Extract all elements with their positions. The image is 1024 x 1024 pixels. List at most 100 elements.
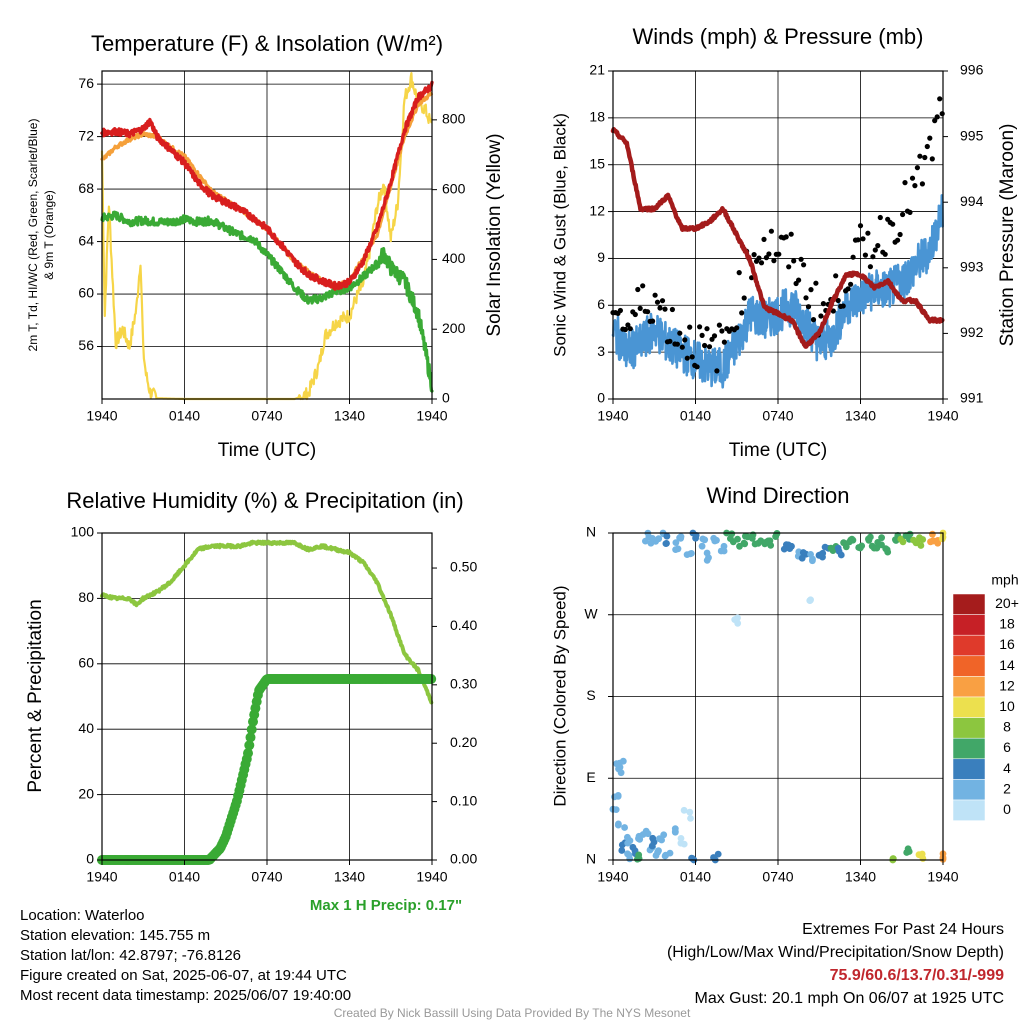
precip-point <box>243 748 253 759</box>
y2-tick-label: 0.40 <box>450 617 477 633</box>
max-precip-label: Max 1 H Precip: 0.17" <box>310 897 462 914</box>
gust-point <box>912 183 918 189</box>
temperature-right-label: Solar Insolation (Yellow) <box>484 133 505 336</box>
gust-point <box>677 330 683 336</box>
gust-point <box>736 270 742 276</box>
direction-point <box>807 551 814 558</box>
y2-tick-label: 400 <box>442 250 466 266</box>
legend-label: 16 <box>999 636 1015 652</box>
direction-point <box>731 616 739 623</box>
winds-title: Winds (mph) & Pressure (mb) <box>633 24 924 49</box>
y2-tick-label: 0.50 <box>450 559 477 575</box>
legend-title: mph <box>991 572 1018 588</box>
gust-point <box>768 228 775 234</box>
direction-point <box>680 840 688 848</box>
gust-point <box>622 326 629 333</box>
gust-point <box>907 209 913 215</box>
direction-point <box>655 847 662 855</box>
legend-label: 12 <box>999 677 1015 693</box>
gust-point <box>682 337 688 343</box>
y-tick-label: 20 <box>78 785 94 801</box>
gust-point <box>919 181 926 187</box>
y2-tick-label: 993 <box>960 259 984 275</box>
legend-swatch <box>952 758 986 780</box>
direction-title: Wind Direction <box>706 483 849 508</box>
direction-point <box>635 851 643 859</box>
legend-label: 6 <box>1003 739 1011 755</box>
x-tick-label: 1940 <box>597 869 628 885</box>
legend-label: 0 <box>1003 801 1011 817</box>
legend-swatch <box>952 696 986 718</box>
direction-point <box>621 824 628 831</box>
y-tick-label: N <box>586 851 596 867</box>
y2-tick-label: 994 <box>960 193 984 209</box>
x-tick-label: 1940 <box>927 869 958 885</box>
gust-point <box>657 305 663 311</box>
legend-swatch <box>952 676 986 698</box>
direction-point <box>661 852 669 860</box>
y2-tick-label: 0.10 <box>450 792 477 808</box>
y-tick-label: 100 <box>71 524 95 540</box>
direction-point <box>672 546 679 553</box>
extremes-title: Extremes For Past 24 Hours <box>802 921 1004 938</box>
gust-point <box>684 355 690 361</box>
direction-point <box>677 835 685 842</box>
gust-point <box>739 310 745 316</box>
gust-point <box>635 286 641 293</box>
gust-point <box>840 303 846 309</box>
x-tick-label: 1940 <box>416 869 447 885</box>
temperature-title: Temperature (F) & Insolation (W/m²) <box>91 31 443 56</box>
direction-point <box>910 536 917 544</box>
direction-point <box>889 855 897 863</box>
legend-label: 20+ <box>995 595 1019 611</box>
station-location: Location: Waterloo <box>20 907 145 924</box>
legend-swatch <box>952 717 986 739</box>
gust-point <box>937 96 943 102</box>
gust-point <box>927 135 933 141</box>
direction-point <box>809 557 816 565</box>
gust-point <box>845 286 851 292</box>
direction-point <box>717 547 725 555</box>
gust-point <box>909 175 916 181</box>
direction-point <box>624 833 631 841</box>
y-tick-label: 0 <box>86 851 94 867</box>
gust-point <box>783 234 789 240</box>
y-tick-label: 60 <box>78 285 94 301</box>
direction-point <box>624 850 631 858</box>
gust-point <box>766 251 772 257</box>
y-tick-label: N <box>586 524 596 540</box>
direction-point <box>873 544 881 552</box>
x-tick-label: 1940 <box>416 408 447 424</box>
y2-tick-label: 0.30 <box>450 676 477 692</box>
y-tick-label: 64 <box>78 232 94 248</box>
gust-point <box>862 252 869 258</box>
direction-point <box>616 759 623 767</box>
winds-right-label: Station Pressure (Maroon) <box>997 124 1018 347</box>
gust-point <box>659 298 666 304</box>
direction-point <box>819 549 827 557</box>
direction-point <box>655 535 663 543</box>
y2-tick-label: 200 <box>442 320 466 336</box>
direction-point <box>647 539 655 547</box>
gust-point <box>711 333 718 339</box>
winds-left-label: Sonic Wind & Gust (Blue, Black) <box>550 113 569 357</box>
direction-point <box>701 536 709 544</box>
direction-point <box>878 534 885 542</box>
x-tick-label: 0140 <box>169 408 200 424</box>
direction-point <box>614 792 622 799</box>
direction-point <box>666 849 674 857</box>
gust-point <box>932 118 938 124</box>
y-tick-label: 18 <box>589 109 605 125</box>
latest-data-timestamp: Most recent data timestamp: 2025/06/07 1… <box>20 987 352 1004</box>
direction-point <box>703 557 711 564</box>
direction-point <box>884 548 892 556</box>
gust-point <box>679 344 685 350</box>
y-tick-label: 72 <box>78 127 94 143</box>
dewpoint-line <box>100 210 434 393</box>
gust-point <box>645 309 651 315</box>
gust-point <box>801 262 807 268</box>
y-tick-label: 68 <box>78 180 94 196</box>
y-tick-label: 6 <box>597 296 605 312</box>
temperature-left-label-1: 2m T, Td, HI/WC (Red, Green, Scarlet/Blu… <box>26 119 40 352</box>
